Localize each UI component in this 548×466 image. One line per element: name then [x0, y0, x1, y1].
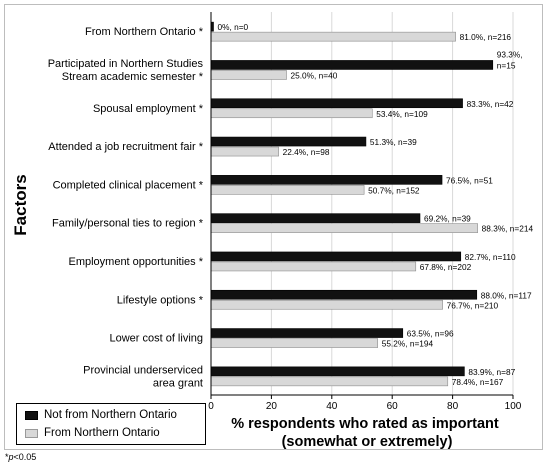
- data-label-from: 78.4%, n=167: [452, 377, 504, 387]
- data-label-from: 53.4%, n=109: [376, 109, 428, 119]
- legend-swatch-light: [25, 428, 38, 438]
- bar-from-northern-ontario: [210, 338, 379, 348]
- legend-swatch-dark: [25, 410, 38, 420]
- data-label-not-from-n: n=15: [497, 60, 516, 70]
- bar-not-from-northern-ontario: [210, 251, 462, 262]
- bar-not-from-northern-ontario: [210, 328, 404, 338]
- data-label-not-from: 83.3%, n=42: [467, 99, 514, 109]
- y-axis-title: Factors: [11, 174, 30, 235]
- bar-from-northern-ontario: [210, 299, 443, 310]
- bar-not-from-northern-ontario: [210, 213, 421, 223]
- data-label-not-from: 93.3%,: [497, 49, 523, 59]
- category-label: Lower cost of living: [109, 333, 203, 345]
- category-label: Participated in Northern Studies: [48, 58, 204, 70]
- x-tick-label: 0: [208, 401, 214, 412]
- data-label-not-from: 0%, n=0: [218, 22, 249, 32]
- chart-frame: [4, 4, 543, 450]
- x-axis-title-line-1: % respondents who rated as important: [231, 416, 499, 432]
- bar-not-from-northern-ontario: [210, 289, 478, 300]
- data-label-from: 55.2%, n=194: [382, 339, 434, 349]
- bar-from-northern-ontario: [210, 185, 365, 195]
- data-label-not-from: 76.5%, n=51: [446, 175, 493, 185]
- x-tick-label: 80: [447, 401, 459, 412]
- data-label-not-from: 63.5%, n=96: [407, 329, 454, 339]
- data-label-not-from: 69.2%, n=39: [424, 214, 471, 224]
- data-label-from: 81.0%, n=216: [460, 32, 512, 42]
- data-label-from: 88.3%, n=214: [482, 224, 534, 234]
- category-label: From Northern Ontario *: [85, 26, 204, 38]
- x-tick-label: 20: [266, 401, 278, 412]
- footnote-p: p: [8, 452, 14, 462]
- data-label-not-from: 51.3%, n=39: [370, 137, 417, 147]
- category-label: Family/personal ties to region *: [52, 218, 204, 230]
- bar-not-from-northern-ontario: [210, 175, 443, 185]
- category-label: Stream academic semester *: [62, 71, 204, 83]
- bar-from-northern-ontario: [210, 261, 417, 272]
- category-label: Spousal employment *: [93, 103, 204, 115]
- bar-from-northern-ontario: [210, 376, 449, 387]
- category-label: Provincial underserviced: [83, 364, 203, 376]
- bar-not-from-northern-ontario: [210, 366, 465, 377]
- x-tick-label: 40: [326, 401, 338, 412]
- legend-item-not-from: Not from Northern Ontario: [25, 409, 177, 421]
- category-label: Lifestyle options *: [117, 294, 204, 306]
- footnote-threshold: <0.05: [13, 452, 37, 462]
- footnote: *p<0.05: [5, 452, 36, 462]
- category-label: Attended a job recruitment fair *: [48, 141, 203, 153]
- bar-not-from-northern-ontario: [210, 136, 367, 147]
- x-axis-title-line-2: (somewhat or extremely): [282, 434, 453, 450]
- bar-from-northern-ontario: [210, 223, 478, 233]
- data-label-not-from: 82.7%, n=110: [465, 252, 516, 262]
- x-tick-label: 100: [505, 401, 522, 412]
- bar-from-northern-ontario: [210, 70, 287, 80]
- data-label-from: 76.7%, n=210: [447, 300, 499, 310]
- bar-from-northern-ontario: [210, 108, 373, 119]
- data-label-from: 25.0%, n=40: [291, 70, 338, 80]
- category-label: Completed clinical placement *: [53, 179, 204, 191]
- data-label-not-from: 88.0%, n=117: [481, 290, 532, 300]
- legend-label-not-from: Not from Northern Ontario: [44, 409, 177, 421]
- legend: Not from Northern Ontario From Northern …: [16, 403, 206, 445]
- legend-label-from: From Northern Ontario: [44, 427, 160, 439]
- category-label: area grant: [153, 377, 203, 389]
- x-tick-label: 60: [387, 401, 399, 412]
- data-label-not-from: 83.9%, n=87: [468, 367, 515, 377]
- x-axis-title: % respondents who rated as important (so…: [231, 416, 503, 450]
- bar-not-from-northern-ontario: [210, 98, 463, 109]
- bar-from-northern-ontario: [210, 31, 456, 42]
- footnote-asterisk: *: [5, 452, 9, 462]
- data-label-from: 50.7%, n=152: [368, 185, 420, 195]
- data-label-from: 67.8%, n=202: [420, 262, 472, 272]
- category-label: Employment opportunities *: [68, 256, 203, 268]
- bar-from-northern-ontario: [210, 146, 279, 157]
- data-label-from: 22.4%, n=98: [283, 147, 330, 157]
- legend-item-from: From Northern Ontario: [25, 427, 160, 439]
- bar-not-from-northern-ontario: [210, 60, 494, 70]
